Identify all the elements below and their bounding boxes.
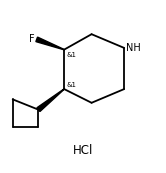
Text: F: F	[29, 34, 35, 44]
Text: HCl: HCl	[73, 144, 93, 157]
Text: &1: &1	[67, 52, 77, 58]
Text: &1: &1	[67, 82, 77, 88]
Polygon shape	[36, 37, 64, 50]
Text: NH: NH	[126, 43, 141, 53]
Polygon shape	[37, 89, 64, 112]
